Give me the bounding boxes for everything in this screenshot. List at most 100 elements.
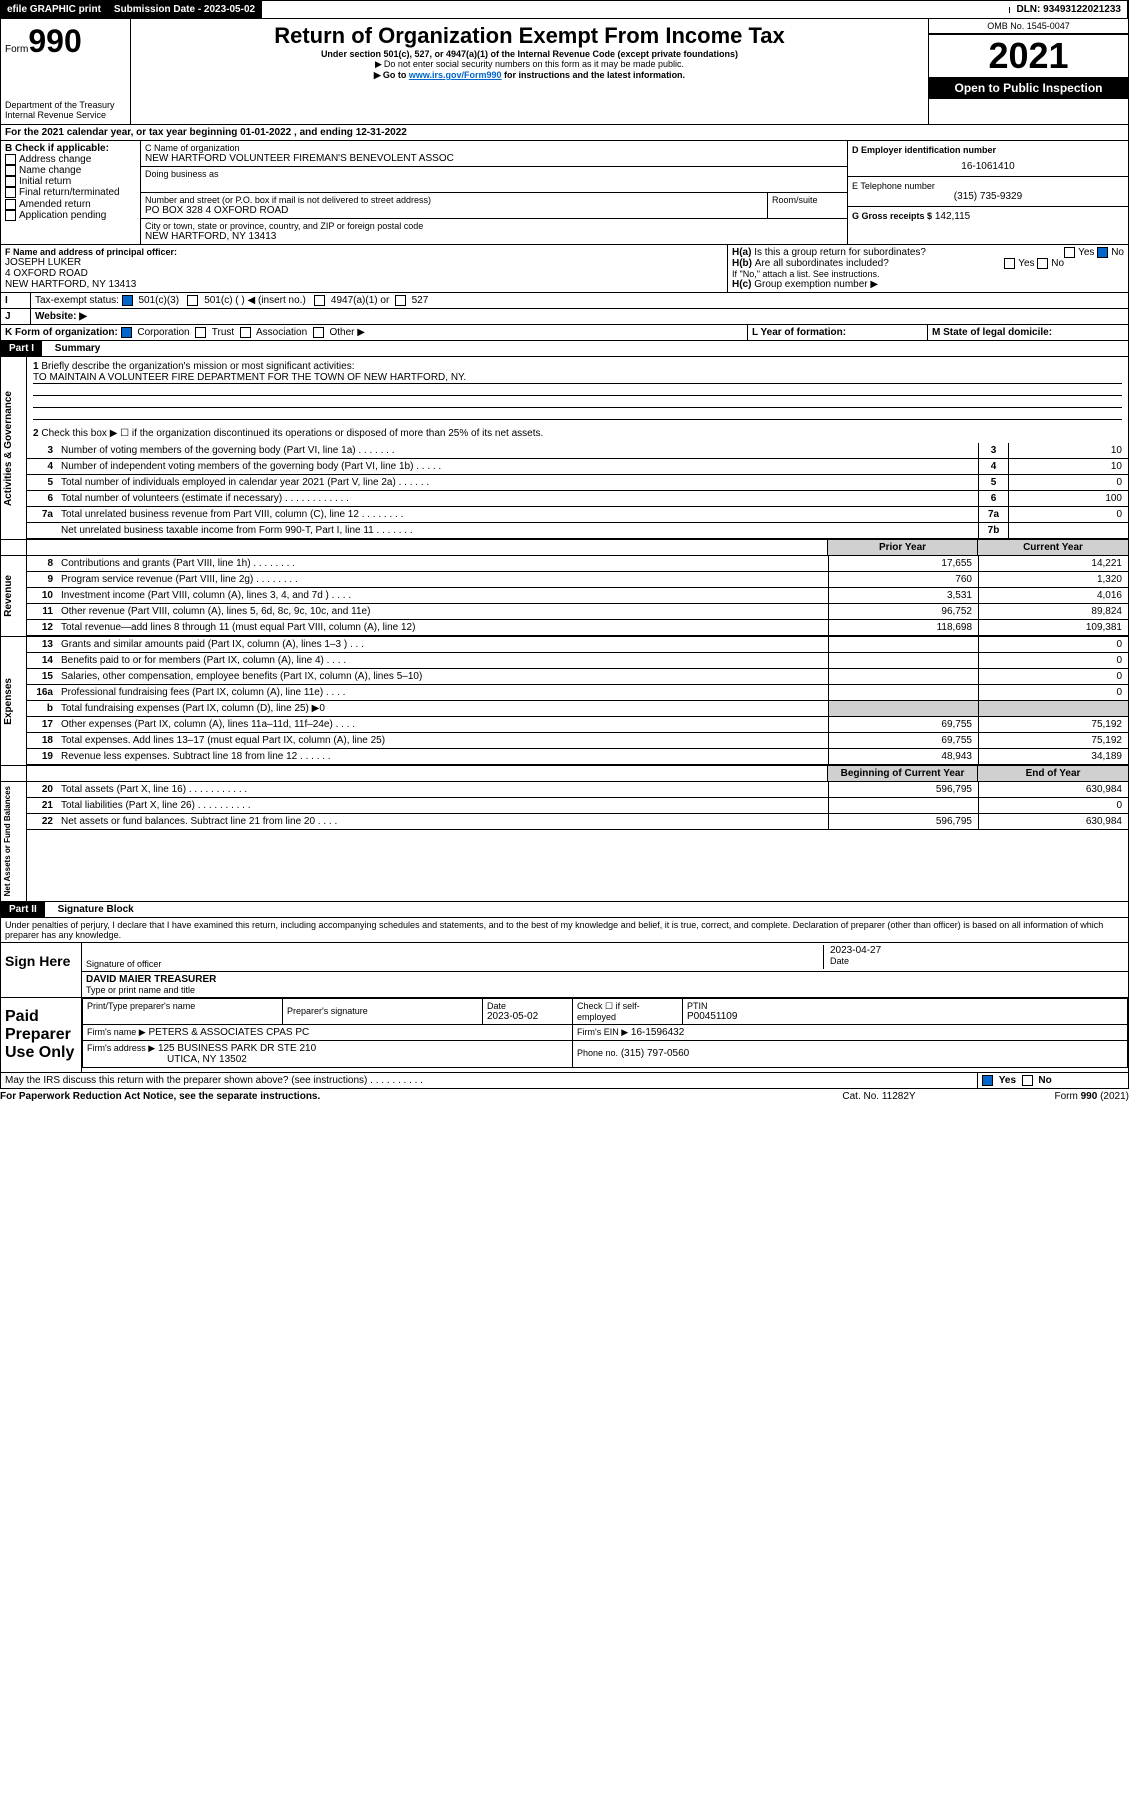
- ha-no[interactable]: [1097, 247, 1108, 258]
- chk-4947[interactable]: [314, 295, 325, 306]
- line-desc: Contributions and grants (Part VIII, lin…: [57, 556, 828, 571]
- curr-val: 630,984: [978, 814, 1128, 829]
- part2-title: Signature Block: [48, 904, 134, 915]
- col-beg: Beginning of Current Year: [828, 766, 978, 781]
- chk-init[interactable]: Initial return: [5, 176, 136, 187]
- curr-val: 75,192: [978, 717, 1128, 732]
- i-o4: 527: [412, 295, 429, 306]
- org-name: NEW HARTFORD VOLUNTEER FIREMAN'S BENEVOL…: [145, 153, 843, 164]
- j-label: Website: ▶: [31, 309, 1128, 324]
- sect-rev: Revenue: [1, 571, 16, 621]
- line-num: 6: [27, 491, 57, 506]
- sign-here: Sign Here: [1, 943, 81, 997]
- ha-text: Is this a group return for subordinates?: [754, 247, 926, 258]
- no-lbl2: No: [1051, 258, 1064, 269]
- form-ref: Form 990 (2021): [979, 1091, 1129, 1102]
- line-desc: Other revenue (Part VIII, column (A), li…: [57, 604, 828, 619]
- chk-527[interactable]: [395, 295, 406, 306]
- hb-yes[interactable]: [1004, 258, 1015, 269]
- curr-val: 89,824: [978, 604, 1128, 619]
- prior-val: 69,755: [828, 717, 978, 732]
- ha-yes[interactable]: [1064, 247, 1075, 258]
- opt-addr: Address change: [19, 154, 91, 165]
- irs-yes-lbl: Yes: [999, 1075, 1016, 1086]
- check-self[interactable]: Check ☐ if self-employed: [573, 998, 683, 1024]
- k-o2: Trust: [212, 327, 234, 338]
- chk-other[interactable]: [313, 327, 324, 338]
- irs-link[interactable]: www.irs.gov/Form990: [409, 70, 502, 80]
- prior-val: [828, 669, 978, 684]
- col-curr: Current Year: [978, 540, 1128, 555]
- curr-val: 109,381: [978, 620, 1128, 635]
- chk-501c3[interactable]: [122, 295, 133, 306]
- org-addr: PO BOX 328 4 OXFORD ROAD: [145, 205, 763, 216]
- cat-no: Cat. No. 11282Y: [779, 1091, 979, 1102]
- opt-amend: Amended return: [19, 199, 91, 210]
- prep-sig-lbl: Preparer's signature: [287, 1006, 478, 1016]
- phone: (315) 735-9329: [852, 191, 1124, 202]
- line-lab: 3: [978, 443, 1008, 458]
- tax-year: 2021: [929, 34, 1128, 77]
- sig-date-lbl: Date: [830, 956, 1124, 966]
- line-desc: Total expenses. Add lines 13–17 (must eq…: [57, 733, 828, 748]
- topbar: efile GRAPHIC print Submission Date - 20…: [0, 0, 1129, 19]
- line-val: 10: [1008, 443, 1128, 458]
- line-lab: 4: [978, 459, 1008, 474]
- line-desc: Grants and similar amounts paid (Part IX…: [57, 637, 828, 652]
- chk-assoc[interactable]: [240, 327, 251, 338]
- line-num: 16a: [27, 685, 57, 700]
- chk-final[interactable]: Final return/terminated: [5, 187, 136, 198]
- chk-trust[interactable]: [195, 327, 206, 338]
- firm-name: PETERS & ASSOCIATES CPAS PC: [148, 1027, 309, 1038]
- line-num: 18: [27, 733, 57, 748]
- prep-phone: (315) 797-0560: [621, 1048, 689, 1059]
- line-num: 14: [27, 653, 57, 668]
- box-b-label: B Check if applicable:: [5, 143, 136, 154]
- chk-name[interactable]: Name change: [5, 165, 136, 176]
- sect-exp: Expenses: [1, 674, 16, 729]
- prep-date-lbl: Date: [487, 1001, 568, 1011]
- line-desc: Total fundraising expenses (Part IX, col…: [57, 701, 828, 716]
- chk-corp[interactable]: [121, 327, 132, 338]
- line-desc: Revenue less expenses. Subtract line 18 …: [57, 749, 828, 764]
- chk-app[interactable]: Application pending: [5, 210, 136, 221]
- curr-val: 630,984: [978, 782, 1128, 797]
- line-num: 12: [27, 620, 57, 635]
- efile-btn[interactable]: efile GRAPHIC print: [1, 1, 108, 18]
- irs-no[interactable]: [1022, 1075, 1033, 1086]
- i-o2: 501(c) ( ) ◀ (insert no.): [204, 295, 306, 306]
- chk-amend[interactable]: Amended return: [5, 199, 136, 210]
- i-o3: 4947(a)(1) or: [331, 295, 389, 306]
- yes-lbl2: Yes: [1018, 258, 1034, 269]
- g-label: G Gross receipts $: [852, 211, 932, 221]
- firm-ein-lbl: Firm's EIN ▶: [577, 1027, 628, 1037]
- line-desc: Program service revenue (Part VIII, line…: [57, 572, 828, 587]
- hb-no[interactable]: [1037, 258, 1048, 269]
- line-num: 19: [27, 749, 57, 764]
- chk-501c[interactable]: [187, 295, 198, 306]
- curr-val: 75,192: [978, 733, 1128, 748]
- firm-addr: 125 BUSINESS PARK DR STE 210: [158, 1043, 316, 1054]
- officer-printed: DAVID MAIER TREASURER: [86, 974, 1124, 985]
- part1-title: Summary: [45, 343, 101, 354]
- prior-val: 17,655: [828, 556, 978, 571]
- col-end: End of Year: [978, 766, 1128, 781]
- q2: Check this box ▶ ☐ if the organization d…: [41, 428, 543, 439]
- chk-addr[interactable]: Address change: [5, 154, 136, 165]
- k-o3: Association: [256, 327, 307, 338]
- firm-city: UTICA, NY 13502: [87, 1054, 247, 1065]
- ptin-lbl: PTIN: [687, 1001, 1123, 1011]
- ein: 16-1061410: [852, 155, 1124, 172]
- line-val: [1008, 523, 1128, 538]
- dln: DLN: 93493122021233: [1010, 1, 1128, 18]
- line-desc: Benefits paid to or for members (Part IX…: [57, 653, 828, 668]
- sect-net: Net Assets or Fund Balances: [1, 782, 14, 900]
- prior-val: 760: [828, 572, 978, 587]
- irs-yes[interactable]: [982, 1075, 993, 1086]
- line-num: b: [27, 701, 57, 716]
- curr-val: 0: [978, 798, 1128, 813]
- c-name-label: C Name of organization: [145, 143, 843, 153]
- prior-val: 596,795: [828, 814, 978, 829]
- line-desc: Net unrelated business taxable income fr…: [57, 523, 978, 538]
- type-name-lbl: Type or print name and title: [86, 985, 1124, 995]
